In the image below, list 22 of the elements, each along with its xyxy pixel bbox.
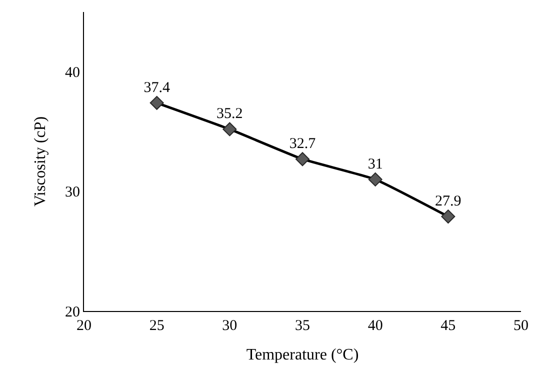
x-tick-label: 50 xyxy=(514,318,528,334)
x-tick-label: 40 xyxy=(368,318,383,334)
x-tick-label: 20 xyxy=(76,318,92,334)
x-tick-label: 30 xyxy=(222,318,238,334)
x-tick-label: 25 xyxy=(149,318,164,334)
point xyxy=(222,122,237,136)
x-tick-label: 35 xyxy=(295,318,310,334)
data-label: 31 xyxy=(368,156,383,172)
x-tick-label: 45 xyxy=(440,318,456,334)
point xyxy=(296,152,310,166)
data-label: 37.4 xyxy=(144,80,170,96)
y-tick-label: 30 xyxy=(65,184,80,201)
point xyxy=(368,172,382,186)
x-axis-title: Temperature (°C) xyxy=(246,346,359,364)
data-label: 32.7 xyxy=(289,136,316,152)
point xyxy=(150,96,164,110)
y-tick-label: 20 xyxy=(65,304,80,320)
point xyxy=(441,210,456,224)
data-label: 35.2 xyxy=(216,106,243,122)
y-tick-label: 40 xyxy=(65,65,80,82)
data-label: 27.9 xyxy=(435,194,462,210)
y-axis-title: Viscosity (cP) xyxy=(32,116,49,207)
